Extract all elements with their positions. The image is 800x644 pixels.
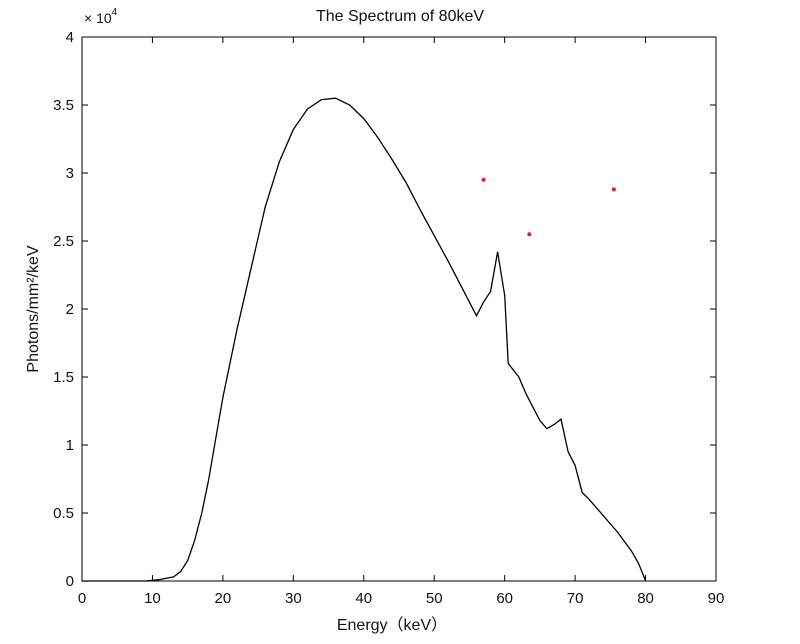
- y-tick-label: 2: [66, 301, 74, 318]
- x-tick-label: 90: [708, 590, 725, 607]
- x-tick-label: 30: [285, 590, 302, 607]
- x-tick-label: 50: [426, 590, 443, 607]
- x-tick-label: 40: [355, 590, 372, 607]
- y-tick-label: 1.5: [53, 369, 74, 386]
- x-tick-label: 70: [567, 590, 584, 607]
- y-tick-label: 3.5: [53, 97, 74, 114]
- red-marker-point: [611, 187, 616, 192]
- red-marker-point: [481, 177, 486, 182]
- y-multiplier-exponent: 4: [112, 7, 118, 18]
- y-axis-label: Photons/mm²/keV: [25, 245, 42, 372]
- y-multiplier: × 104: [84, 7, 118, 26]
- y-tick-label: 4: [66, 29, 74, 46]
- y-tick-label: 2.5: [53, 233, 74, 250]
- y-tick-labels: 0 0.5 1 1.5 2 2.5 3 3.5 4: [53, 29, 74, 590]
- y-tick-label: 1: [66, 437, 74, 454]
- x-tick-labels: 0 10 20 30 40 50 60 70 80 90: [78, 590, 725, 607]
- y-tick-label: 3: [66, 165, 74, 182]
- y-tick-label: 0: [66, 573, 74, 590]
- chart-title: The Spectrum of 80keV: [316, 8, 484, 25]
- x-axis-label: Energy（keV）: [337, 616, 447, 634]
- red-markers: [481, 177, 616, 237]
- y-multiplier-base: × 10: [84, 10, 112, 26]
- y-tick-label: 0.5: [53, 505, 74, 522]
- x-tick-label: 20: [215, 590, 232, 607]
- plot-frame: [81, 36, 717, 582]
- x-tick-label: 80: [637, 590, 654, 607]
- tick-marks: [81, 36, 717, 582]
- x-tick-label: 0: [78, 590, 86, 607]
- red-marker-point: [527, 232, 532, 237]
- x-tick-label: 10: [144, 590, 161, 607]
- spectrum-line: [82, 97, 647, 582]
- x-tick-label: 60: [496, 590, 513, 607]
